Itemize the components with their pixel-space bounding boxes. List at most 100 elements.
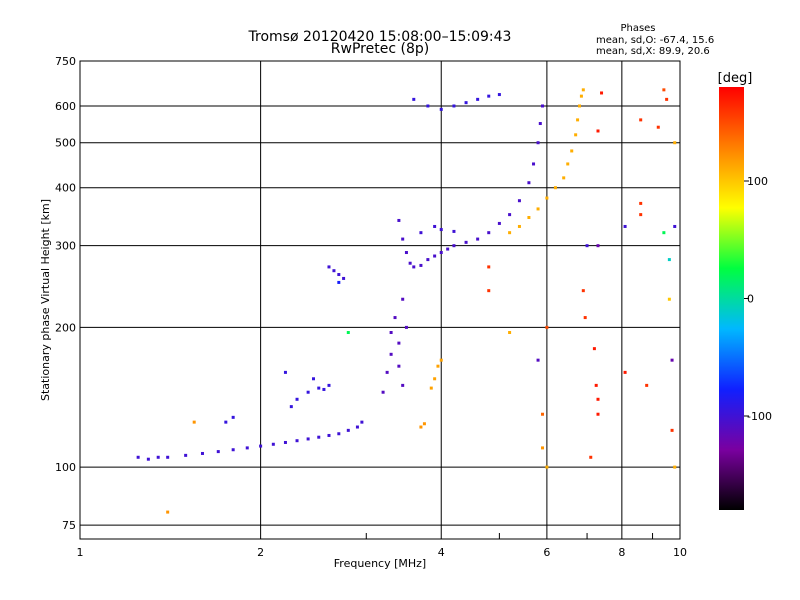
data-point: [327, 383, 331, 387]
data-point: [311, 377, 315, 381]
data-point: [332, 269, 336, 273]
data-point: [401, 237, 405, 241]
data-point: [433, 254, 437, 258]
y-tick-label: 75: [62, 519, 76, 532]
data-points: [136, 88, 677, 514]
data-point: [216, 450, 220, 454]
data-point: [259, 444, 263, 448]
data-point: [342, 276, 346, 280]
data-point: [146, 457, 150, 461]
data-point: [623, 224, 627, 228]
data-point: [592, 347, 596, 351]
y-tick-label: 100: [55, 461, 76, 474]
data-point: [581, 88, 585, 92]
data-point: [408, 261, 412, 265]
data-point: [283, 440, 287, 444]
data-point: [594, 383, 598, 387]
x-tick-label: 8: [618, 546, 625, 559]
x-tick-label: 4: [438, 546, 445, 559]
data-point: [231, 415, 235, 419]
data-point: [545, 325, 549, 329]
data-point: [670, 358, 674, 362]
data-point: [337, 273, 341, 277]
data-point: [545, 196, 549, 200]
data-point: [662, 231, 666, 235]
data-point: [446, 247, 450, 251]
colorbar-tick-label: 100: [747, 175, 768, 188]
data-point: [536, 207, 540, 211]
data-point: [536, 358, 540, 362]
x-tick-label: 6: [543, 546, 550, 559]
data-point: [426, 258, 430, 262]
data-point: [538, 122, 542, 126]
data-point: [439, 228, 443, 232]
data-point: [545, 465, 549, 469]
data-point: [337, 432, 341, 436]
data-point: [579, 94, 583, 98]
data-point: [517, 224, 521, 228]
data-point: [497, 221, 501, 225]
data-point: [673, 141, 677, 145]
data-point: [360, 420, 364, 424]
data-point: [487, 231, 491, 235]
data-point: [596, 129, 600, 133]
data-point: [508, 331, 512, 335]
data-point: [156, 455, 160, 459]
y-tick-label: 500: [55, 137, 76, 150]
colorbar: [719, 87, 744, 510]
data-point: [327, 433, 331, 437]
data-point: [389, 352, 393, 356]
data-point: [487, 94, 491, 98]
data-point: [404, 325, 408, 329]
data-point: [673, 224, 677, 228]
data-point: [600, 91, 604, 95]
data-point: [532, 162, 536, 166]
data-point: [439, 251, 443, 255]
data-point: [200, 451, 204, 455]
data-point: [419, 263, 423, 267]
data-point: [553, 186, 557, 190]
data-point: [337, 280, 341, 284]
data-point: [487, 289, 491, 293]
data-point: [419, 425, 423, 429]
data-point: [295, 397, 299, 401]
data-point: [464, 240, 468, 244]
data-point: [645, 383, 649, 387]
data-point: [566, 162, 570, 166]
x-axis-label: Frequency [MHz]: [334, 557, 426, 570]
data-point: [433, 377, 437, 381]
data-point: [245, 446, 249, 450]
data-point: [224, 420, 228, 424]
data-point: [527, 216, 531, 220]
x-axis-ticks: 1 2 4 6 8 10: [77, 533, 687, 559]
data-point: [397, 218, 401, 222]
data-point: [192, 420, 196, 424]
data-point: [429, 386, 433, 390]
data-point: [452, 244, 456, 248]
phases-heading: Phases: [620, 23, 655, 34]
data-point: [412, 97, 416, 101]
data-point: [436, 364, 440, 368]
data-point: [508, 213, 512, 217]
data-point: [401, 383, 405, 387]
data-point: [656, 125, 660, 129]
y-tick-label: 300: [55, 240, 76, 253]
data-point: [596, 412, 600, 416]
data-point: [464, 101, 468, 105]
data-point: [397, 364, 401, 368]
data-point: [381, 390, 385, 394]
data-point: [541, 104, 545, 108]
data-point: [346, 331, 350, 335]
data-point: [596, 397, 600, 401]
data-point: [639, 201, 643, 205]
x-tick-label: 1: [77, 546, 84, 559]
data-point: [596, 244, 600, 248]
data-point: [412, 265, 416, 269]
chart-title: Tromsø 20120420 15:08:00–15:09:43: [248, 29, 512, 45]
data-point: [322, 387, 326, 391]
data-point: [517, 199, 521, 203]
data-point: [452, 229, 456, 233]
data-point: [578, 104, 582, 108]
data-point: [389, 331, 393, 335]
